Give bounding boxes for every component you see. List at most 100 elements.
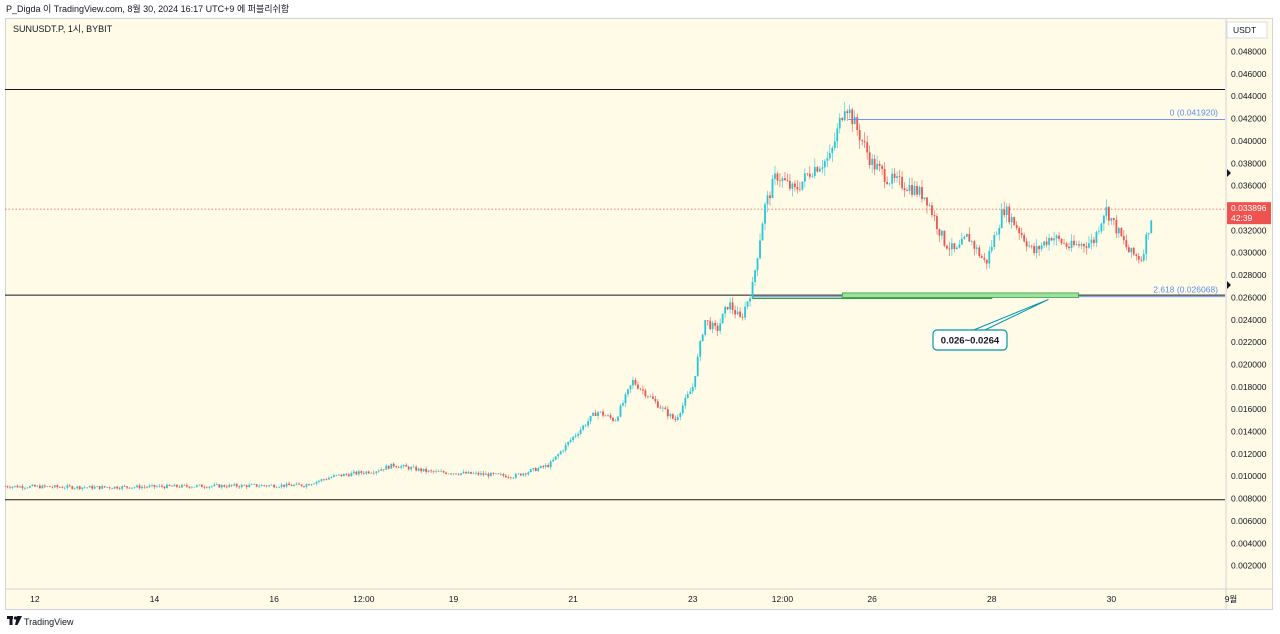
candle-body — [711, 322, 714, 330]
candle-body — [420, 468, 423, 472]
candle-body — [1003, 209, 1006, 216]
candle-body — [916, 185, 918, 195]
candle-body — [841, 117, 844, 121]
price-chart[interactable]: 0 (0.041920) 2.618 (0.026068) 0.026~0.026… — [5, 18, 1273, 610]
candle — [878, 160, 881, 172]
candle — [614, 418, 617, 422]
candle-body — [58, 486, 61, 488]
candle-body — [290, 485, 293, 486]
candle — [731, 297, 734, 315]
candle-body — [918, 187, 921, 195]
candle — [539, 465, 542, 469]
candle — [1150, 219, 1153, 234]
candle — [858, 123, 861, 150]
candle-body — [674, 418, 677, 420]
currency-box[interactable]: USDT — [1226, 21, 1268, 39]
candle-body — [380, 469, 383, 471]
arrow-right-icon — [1227, 169, 1231, 177]
candle — [547, 463, 550, 468]
candle — [898, 169, 901, 186]
candle-body — [958, 244, 961, 248]
candle-body — [111, 488, 114, 489]
candle-body — [911, 185, 913, 195]
candle-body — [612, 417, 614, 421]
candle-body — [275, 487, 278, 488]
candle — [11, 486, 14, 490]
candle-body — [68, 485, 71, 487]
candle-body — [205, 487, 208, 489]
candle-body — [245, 485, 248, 487]
candle — [460, 473, 462, 477]
candle — [193, 486, 196, 488]
candle-body — [460, 473, 462, 475]
candle-body — [816, 166, 819, 172]
candle — [711, 320, 714, 334]
candle — [1122, 229, 1125, 245]
candle — [98, 486, 101, 490]
candle-body — [1015, 225, 1018, 228]
candle — [659, 404, 662, 409]
candle-body — [676, 416, 679, 420]
candle-body — [552, 459, 555, 462]
candle — [674, 415, 677, 423]
arrow-right-icon — [1227, 281, 1231, 289]
y-tick-label: 0.048000 — [1231, 47, 1267, 57]
candle-body — [975, 247, 978, 249]
candle-body — [248, 484, 251, 487]
candle — [592, 412, 594, 417]
candle — [323, 478, 325, 482]
candle-body — [853, 116, 856, 125]
candle — [534, 467, 537, 472]
candle-body — [123, 486, 126, 487]
candle — [594, 409, 597, 417]
candle — [903, 182, 906, 197]
candle — [280, 482, 283, 489]
candle-body — [390, 463, 393, 469]
x-tick-label: 19 — [449, 594, 459, 604]
candle — [417, 467, 420, 472]
candle-body — [485, 473, 487, 475]
candle-body — [671, 414, 674, 419]
candle-body — [559, 451, 562, 455]
candle — [223, 484, 226, 488]
candle-body — [338, 474, 340, 476]
candle-body — [258, 486, 261, 487]
candle-body — [617, 416, 619, 421]
candle-body — [138, 485, 141, 489]
candle — [791, 182, 794, 197]
candle-body — [888, 183, 891, 185]
candle — [1080, 242, 1083, 250]
candle-body — [903, 188, 906, 191]
candle — [298, 482, 300, 485]
candle-body — [609, 415, 612, 418]
candle-body — [843, 111, 846, 121]
candle-body — [604, 415, 607, 417]
candle-body — [93, 486, 96, 489]
candle-body — [514, 473, 517, 478]
candle — [83, 485, 86, 489]
candle — [440, 468, 442, 472]
candle-body — [268, 485, 271, 487]
candle — [644, 388, 647, 399]
candle — [649, 394, 652, 398]
candle — [891, 168, 893, 189]
candle — [430, 469, 433, 473]
candle — [402, 464, 405, 469]
candle-body — [651, 396, 654, 399]
candle — [1058, 232, 1060, 242]
candle-body — [1013, 217, 1016, 226]
candle — [490, 472, 492, 477]
candle — [1107, 205, 1110, 226]
candle-body — [392, 463, 395, 467]
candle-body — [684, 397, 687, 406]
candle — [948, 241, 951, 257]
candle — [769, 191, 771, 206]
candle-body — [985, 259, 988, 264]
candle-body — [968, 233, 971, 242]
candle — [1110, 217, 1113, 225]
candle-body — [81, 487, 84, 489]
candle-body — [118, 488, 121, 490]
symbol-label: SUNUSDT.P, 1시, BYBIT — [13, 24, 113, 34]
candle-body — [1147, 233, 1150, 235]
candle-body — [701, 334, 704, 341]
